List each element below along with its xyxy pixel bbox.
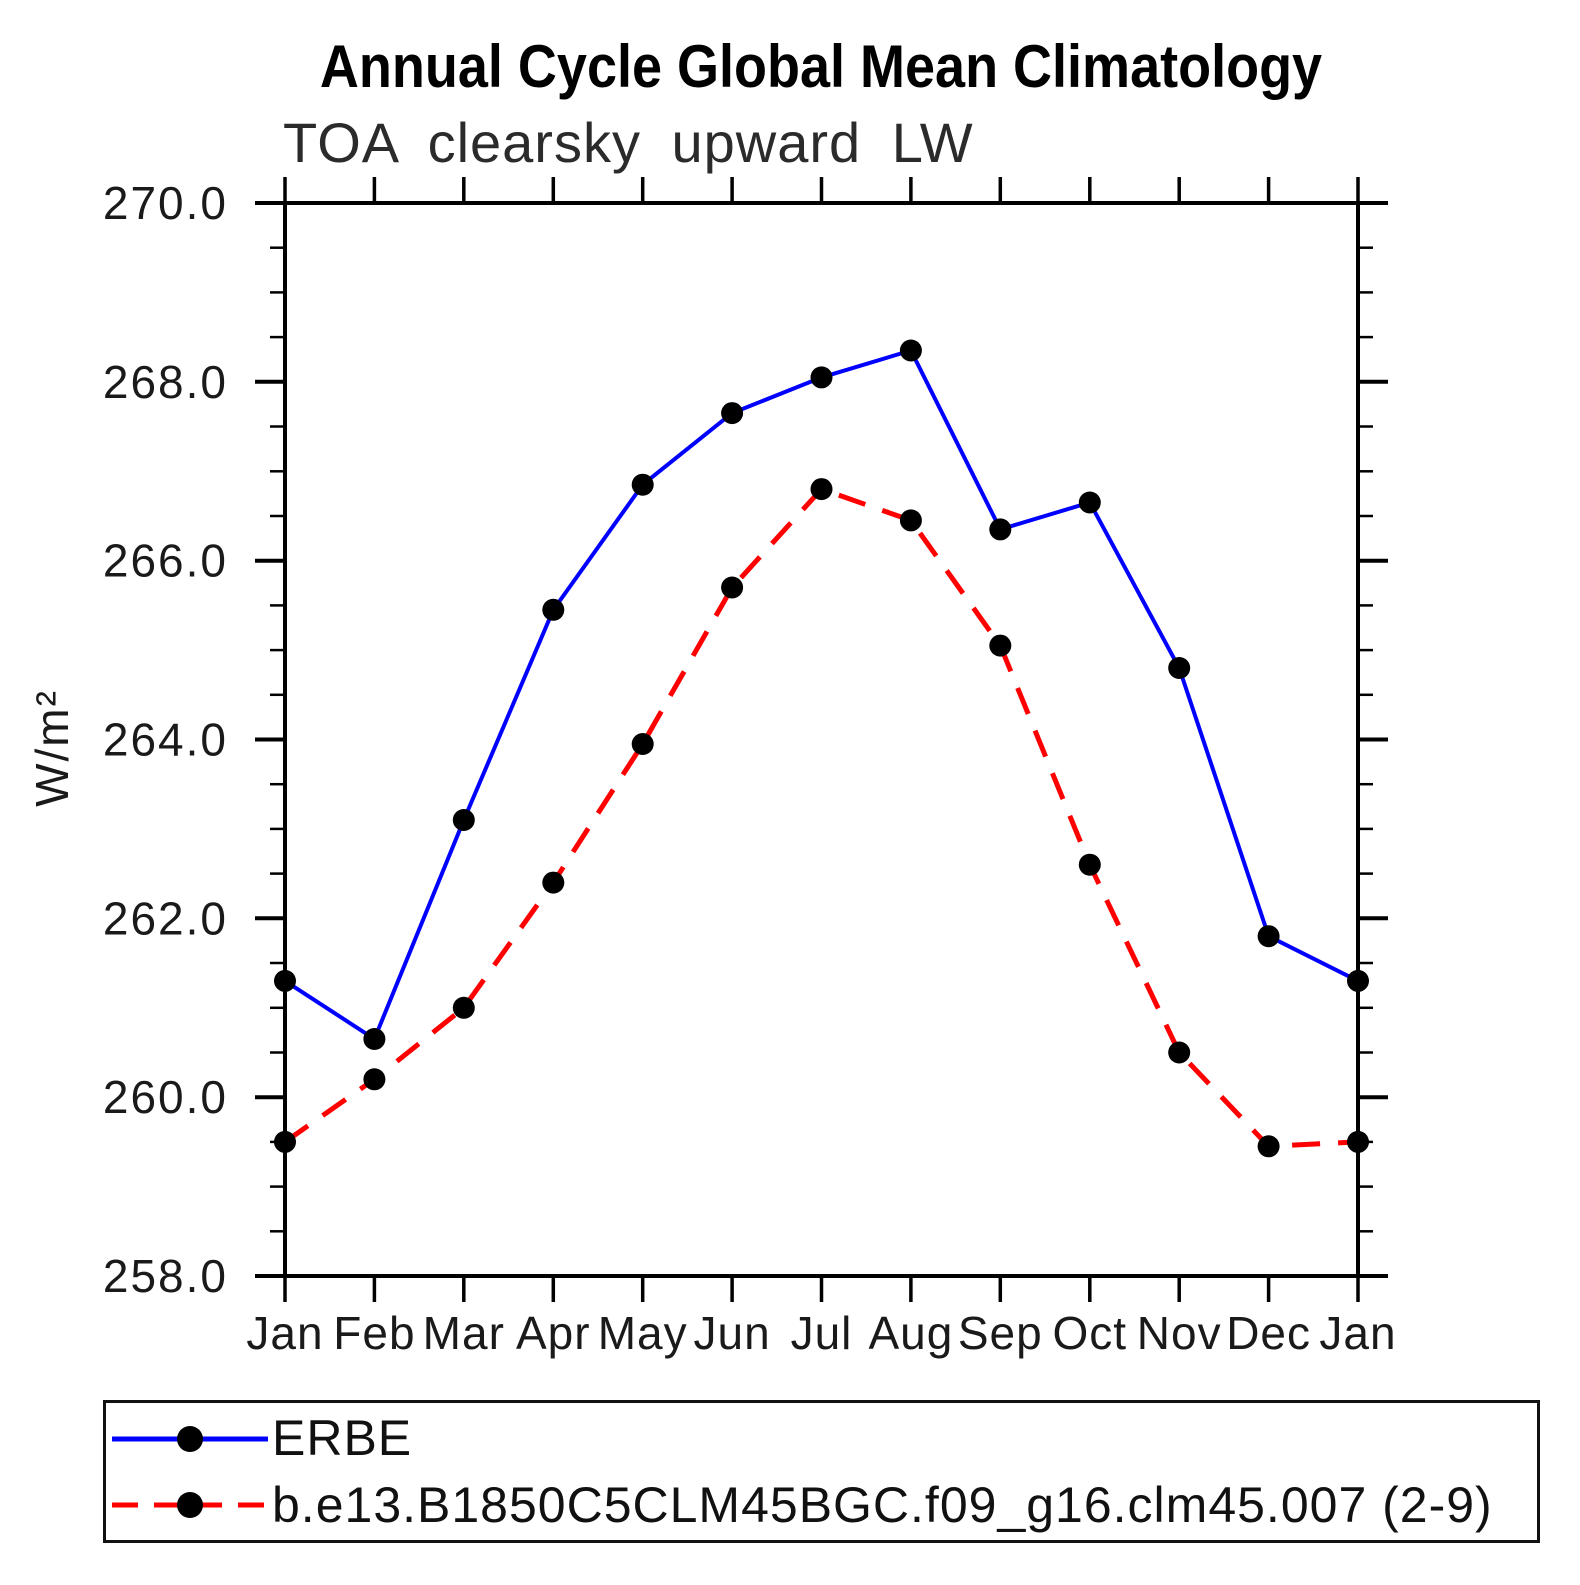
x-tick-label: May — [598, 1307, 688, 1359]
series-1-marker — [899, 509, 922, 532]
x-tick-label: Feb — [333, 1307, 415, 1359]
x-tick-label: Jan — [246, 1307, 323, 1359]
series-1-marker — [274, 1130, 296, 1153]
series-1-marker — [1347, 1130, 1369, 1153]
chart-subtitle: TOA clearsky upward LW — [283, 111, 974, 174]
x-tick-label: Jun — [694, 1307, 771, 1359]
x-tick-label: Apr — [516, 1307, 591, 1359]
series-0-marker — [542, 598, 565, 621]
y-tick-label: 260.0 — [103, 1071, 228, 1123]
legend: ERBE b.e13.B1850C5CLM45BGC.f09_g16.clm45… — [103, 1400, 1540, 1543]
series-0-marker — [1168, 657, 1191, 679]
series-0-marker — [1347, 969, 1369, 992]
series-0-marker — [274, 969, 296, 992]
legend-row-erbe: ERBE — [106, 1407, 1537, 1470]
x-tick-label: Aug — [868, 1307, 953, 1359]
series-0-marker — [899, 339, 922, 362]
legend-swatch-dashed-line-icon — [112, 1492, 268, 1519]
legend-label-erbe: ERBE — [272, 1410, 413, 1467]
x-tick-label: Jul — [791, 1307, 853, 1359]
series-1-marker — [631, 733, 654, 755]
x-tick-label: Nov — [1137, 1307, 1222, 1359]
series-0-marker — [721, 402, 744, 425]
y-tick-label: 264.0 — [103, 714, 228, 766]
x-tick-label: Dec — [1226, 1307, 1311, 1359]
legend-swatch-solid-line-icon — [112, 1425, 268, 1452]
series-1-line — [283, 486, 1359, 1149]
series-1-marker — [363, 1068, 386, 1091]
y-tick-label: 268.0 — [103, 356, 228, 408]
series-0-marker — [363, 1028, 386, 1050]
plot-frame — [283, 201, 1360, 1278]
y-tick-label: 258.0 — [103, 1250, 228, 1302]
chart-title: Annual Cycle Global Mean Climatology — [319, 33, 1323, 100]
series-1-marker — [1168, 1041, 1191, 1064]
series-0-marker — [452, 809, 475, 831]
x-tick-label: Mar — [423, 1307, 505, 1359]
series-1-marker — [989, 634, 1012, 657]
series-1-marker — [810, 478, 833, 501]
x-tick-label: Oct — [1053, 1307, 1128, 1359]
y-tick-label: 262.0 — [103, 892, 228, 944]
series-1-marker — [1078, 853, 1101, 876]
series-0-line — [283, 348, 1359, 1042]
series-0-marker — [810, 366, 833, 389]
series-1-marker — [452, 996, 475, 1019]
series-1-marker — [542, 871, 565, 894]
legend-label-model: b.e13.B1850C5CLM45BGC.f09_g16.clm45.007 … — [272, 1476, 1493, 1533]
y-tick-label: 266.0 — [103, 535, 228, 587]
legend-row-model: b.e13.B1850C5CLM45BGC.f09_g16.clm45.007 … — [106, 1473, 1537, 1536]
y-tick-label: 270.0 — [103, 177, 228, 229]
series-1-marker — [1257, 1135, 1280, 1158]
series-0-marker — [989, 518, 1012, 541]
series-0-marker — [631, 473, 654, 496]
x-tick-label: Jan — [1319, 1307, 1396, 1359]
x-tick-label: Sep — [958, 1307, 1043, 1359]
series-0-marker — [1078, 491, 1101, 514]
series-0-marker — [1257, 925, 1280, 948]
series-1-marker — [721, 576, 744, 599]
